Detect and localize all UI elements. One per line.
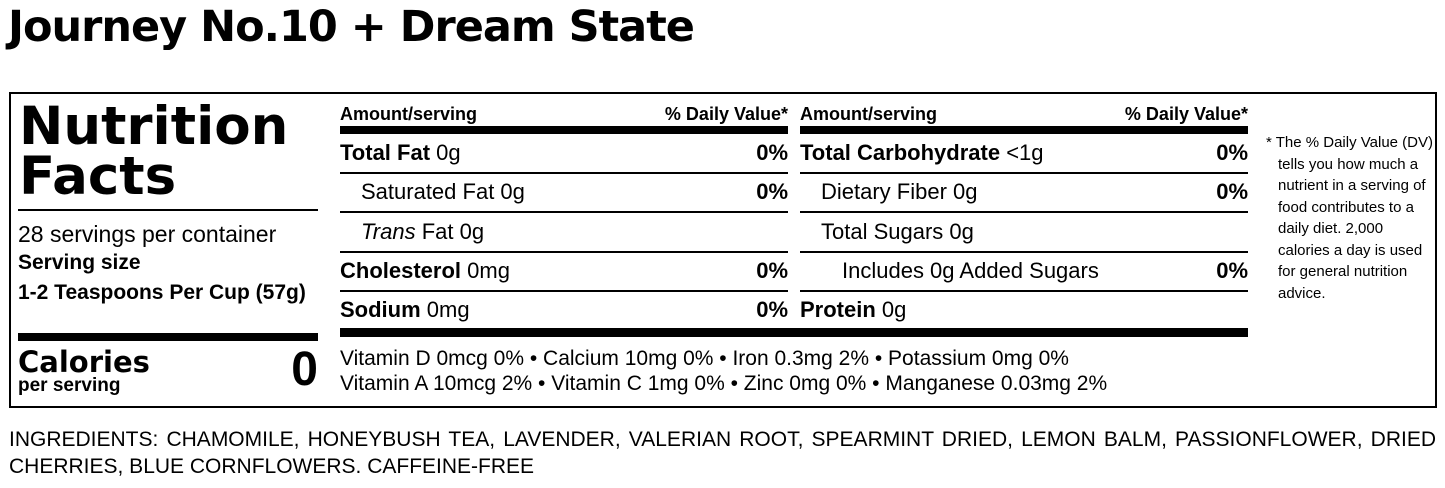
thick-divider [18,333,318,341]
footnote: * The % Daily Value (DV) tells you how m… [1266,134,1434,302]
header-amount: Amount/serving [800,103,938,124]
header-amount: Amount/serving [340,103,478,124]
thick-divider [800,126,1248,134]
vitamins: Vitamin D 0mcg 0% • Calcium 10mg 0% • Ir… [340,346,1107,396]
servings: 28 servings per container [18,221,277,247]
nutrient-dv: 0% [1216,139,1248,165]
nutrient-dv: 0% [756,258,788,284]
nutrient-amount: 0g [881,297,907,322]
nutrient-name: Total Carbohydrate [800,139,1001,165]
nutrient-dv: 0% [756,139,788,165]
nutrient-column: Amount/serving % Daily Value* Total Carbo… [800,102,1248,328]
nutrient-column: Amount/serving % Daily Value* Total Fat 0… [340,102,788,328]
nutrient-row: Cholesterol 0mg 0% [340,253,788,292]
thick-divider [340,328,1248,337]
nutrient-name: Sodium [340,297,421,322]
nutrient-row: Total Carbohydrate <1g 0% [800,134,1248,174]
vitamin-line: Vitamin D 0mcg 0% • Calcium 10mg 0% • Ir… [340,347,1069,370]
nutrient-name: Fat 0g [421,218,485,244]
nutrient-row: Protein 0g [800,292,1248,328]
nutrient-name: Saturated Fat 0g [361,179,525,205]
column-header: Amount/serving % Daily Value* [800,102,1248,126]
nutrient-row: Saturated Fat 0g 0% [340,174,788,213]
nutrient-name-italic: Trans [361,218,416,244]
column-header: Amount/serving % Daily Value* [340,102,788,126]
thick-divider [340,126,788,134]
header-dv: % Daily Value* [1124,103,1248,124]
nutrient-row: Total Fat 0g 0% [340,134,788,174]
divider [18,209,318,211]
header-dv: % Daily Value* [664,103,788,124]
nutrient-dv: 0% [1216,179,1248,205]
serving-size-label: Serving size [18,251,141,274]
nutrient-name: Cholesterol [340,258,462,284]
nutrient-name: Dietary Fiber 0g [821,179,978,205]
nutrient-name: Protein [800,297,876,322]
nutrient-amount: <1g [1006,139,1044,165]
vitamin-line: Vitamin A 10mcg 2% • Vitamin C 1mg 0% • … [340,372,1108,395]
ingredients: INGREDIENTS: CHAMOMILE, HONEYBUSH TEA, L… [9,428,1436,478]
nutrient-name: Total Fat [340,139,431,165]
nutrient-row: Trans Fat 0g [340,213,788,253]
nutrient-amount: 0mg [467,258,510,284]
calories-value: 0 [291,343,318,396]
nutrient-amount: 0g [436,139,461,165]
nutrient-name: Total Sugars 0g [821,218,974,244]
nutrient-row: Dietary Fiber 0g 0% [800,174,1248,213]
nutrient-name: Includes 0g Added Sugars [842,258,1099,284]
nutrient-dv: 0% [756,179,788,205]
nutrition-label: Nutrition Facts 28 servings per containe… [9,92,1437,408]
calories-label: Calories [18,345,150,379]
nutrient-dv: 0% [1216,258,1248,284]
product-title: Journey No.10 + Dream State [8,2,695,52]
nutrient-row: Includes 0g Added Sugars 0% [800,253,1248,292]
nutrient-amount: 0mg [426,297,470,322]
serving-size: 1-2 Teaspoons Per Cup (57g) [18,281,306,304]
nutrient-row: Sodium 0mg 0% [340,292,788,328]
nutrient-dv: 0% [756,297,788,322]
calories-sub: per serving [18,375,121,396]
label-heading: Nutrition Facts [19,96,289,207]
nutrient-row: Total Sugars 0g [800,213,1248,253]
